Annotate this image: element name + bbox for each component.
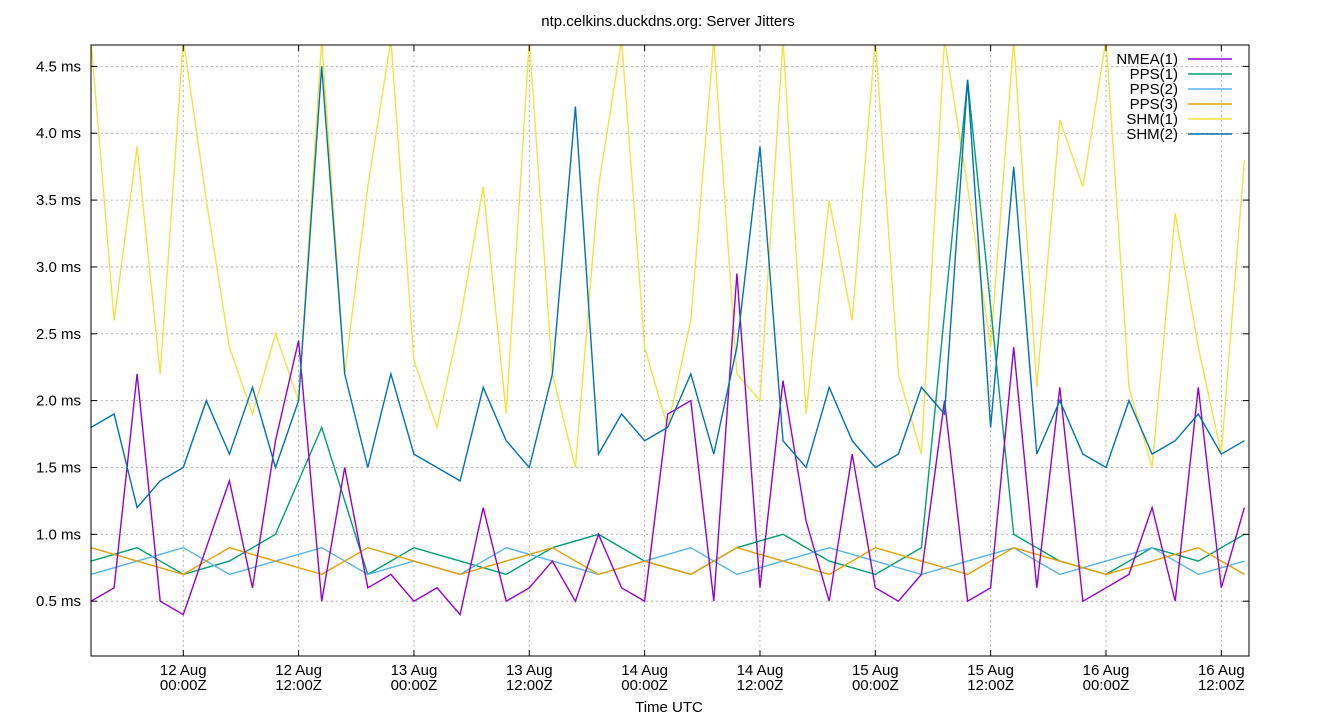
series-line-pps2 [91, 546, 1245, 576]
y-tick-label: 4.5 ms [36, 58, 81, 75]
series-line-shm2 [91, 66, 1245, 510]
y-axis: 0.5 ms 1.0 ms 1.5 ms 2.0 ms 2.5 ms 3.0 ms 3.5 … [36, 58, 1249, 610]
y-tick-label: 2.5 ms [36, 326, 81, 343]
y-tick-label: 1.5 ms [36, 459, 81, 476]
series-line-nmea1 [91, 273, 1246, 617]
x-tick-label-date: 13 Aug [391, 662, 438, 679]
legend-label: PPS(3) [1130, 96, 1178, 113]
x-tick-label-date: 14 Aug [737, 662, 784, 679]
x-tick-label-time: 12:00Z [1198, 677, 1245, 694]
y-tick-label: 3.5 ms [36, 192, 81, 209]
x-tick-label-date: 13 Aug [506, 662, 553, 679]
x-tick-label-time: 00:00Z [621, 677, 668, 694]
y-tick-label: 1.0 ms [36, 526, 81, 543]
legend-label: NMEA(1) [1116, 51, 1178, 68]
x-tick-label-date: 16 Aug [1198, 662, 1245, 679]
y-tick-label: 0.5 ms [36, 593, 81, 610]
x-tick-label-date: 12 Aug [275, 662, 322, 679]
plot-frame [90, 44, 1250, 657]
x-tick-label-time: 00:00Z [1083, 677, 1130, 694]
plot-area [91, 45, 1246, 617]
x-tick-label-date: 14 Aug [621, 662, 668, 679]
x-tick-label-time: 00:00Z [391, 677, 438, 694]
x-tick-label-time: 12:00Z [737, 677, 784, 694]
y-tick-label: 2.0 ms [36, 393, 81, 410]
series-line-shm1 [91, 45, 1246, 468]
x-tick-label-time: 12:00Z [275, 677, 322, 694]
y-tick-label: 3.0 ms [36, 259, 81, 276]
x-tick-label-time: 00:00Z [852, 677, 899, 694]
legend-label: SHM(1) [1126, 111, 1178, 128]
x-tick-label-time: 12:00Z [506, 677, 553, 694]
x-tick-label-time: 12:00Z [967, 677, 1014, 694]
chart-title: ntp.celkins.duckdns.org: Server Jitters [541, 13, 794, 30]
legend-label: PPS(1) [1130, 66, 1178, 83]
legend: NMEA(1)PPS(1)PPS(2)PPS(3)SHM(1)SHM(2) [1116, 51, 1232, 143]
x-axis-label: Time UTC [635, 699, 703, 716]
x-tick-label-date: 15 Aug [967, 662, 1014, 679]
legend-label: SHM(2) [1126, 126, 1178, 143]
series-line-pps3 [91, 546, 1245, 576]
x-tick-label-date: 15 Aug [852, 662, 899, 679]
gridlines [91, 45, 1249, 656]
x-tick-label-date: 12 Aug [160, 662, 207, 679]
x-tick-label-time: 00:00Z [160, 677, 207, 694]
legend-label: PPS(2) [1130, 81, 1178, 98]
x-tick-label-date: 16 Aug [1083, 662, 1130, 679]
y-tick-label: 4.0 ms [36, 125, 81, 142]
